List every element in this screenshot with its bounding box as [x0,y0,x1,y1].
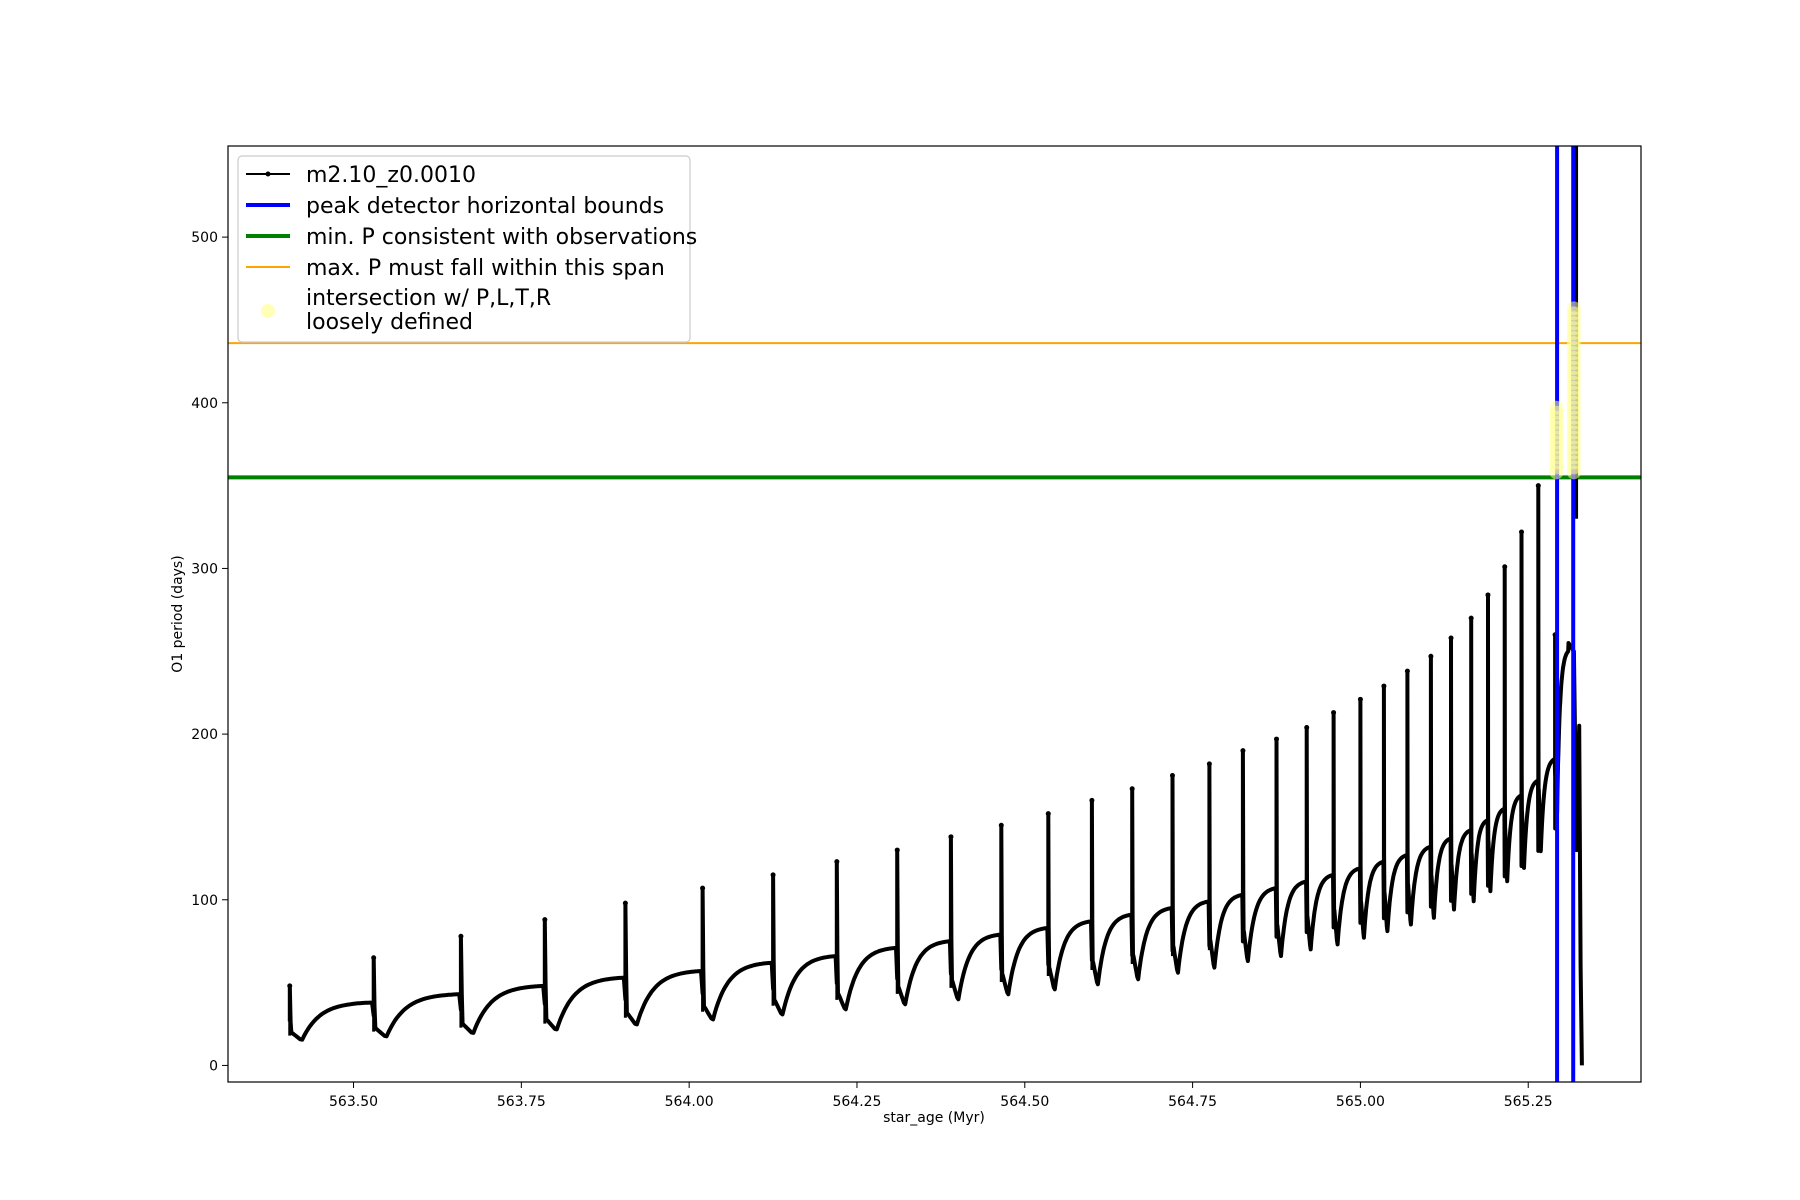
legend-entry-intersection-line2: loosely defined [306,310,473,335]
x-tick-label: 565.00 [1336,1094,1385,1110]
data-layer [287,483,1584,1066]
y-axis-label: O1 period (days) [170,555,186,672]
legend-entry-series: m2.10_z0.0010 [306,163,476,188]
x-tick-label: 564.75 [1168,1094,1217,1110]
legend-entry-max-p: max. P must fall within this span [306,256,665,281]
axis-ticks: 563.50 563.75 564.00 564.25 564.50 564.75 565.… [191,230,1552,1110]
y-tick-label: 100 [191,893,218,909]
x-tick-label: 564.50 [1000,1094,1049,1110]
legend-entry-peak-bounds: peak detector horizontal bounds [306,194,664,219]
axes-frame [227,145,1642,1083]
y-tick-label: 400 [191,396,218,412]
x-tick-label: 564.00 [665,1094,714,1110]
legend-yellow-dot-icon [261,304,275,318]
intersection-marker [1566,301,1581,316]
y-tick-label: 200 [191,727,218,743]
legend-entry-intersection-line1: intersection w/ P,L,T,R [306,286,551,311]
legend-marker-icon [265,171,271,177]
y-tick-label: 0 [209,1058,218,1074]
legend: m2.10_z0.0010 peak detector horizontal b… [237,155,697,343]
x-axis-label: star_age (Myr) [883,1110,985,1126]
reference-lines [228,146,1641,1082]
x-tick-label: 563.75 [497,1094,546,1110]
x-tick-label: 565.25 [1504,1094,1553,1110]
y-tick-label: 500 [191,230,218,246]
x-tick-label: 563.50 [329,1094,378,1110]
intersection-marker [1549,400,1564,415]
legend-entry-min-p: min. P consistent with observations [306,225,697,250]
legend-box [237,155,691,343]
y-tick-label: 300 [191,561,218,577]
x-tick-label: 564.25 [832,1094,881,1110]
